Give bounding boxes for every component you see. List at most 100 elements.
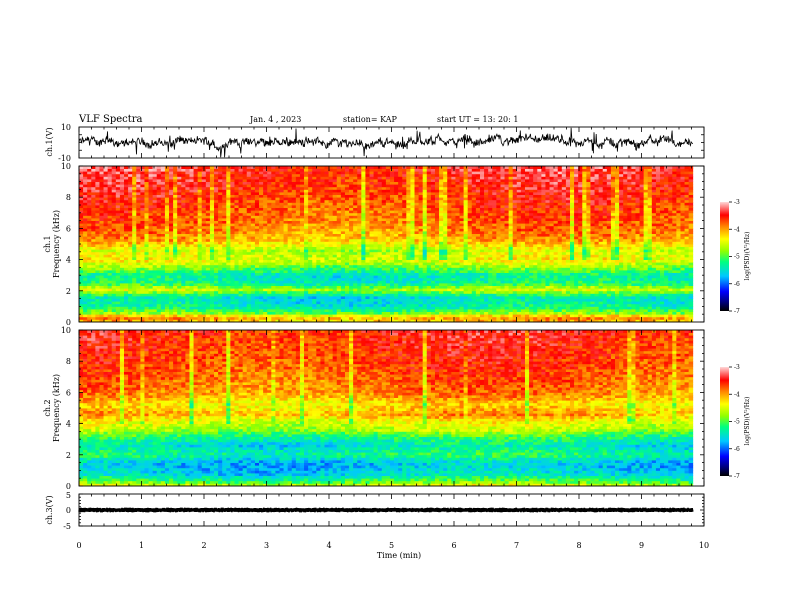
- spectrogram-cell: [381, 262, 387, 266]
- spectrogram-cell: [291, 173, 297, 177]
- spectrogram-cell: [124, 257, 129, 260]
- spectrogram-cell: [402, 189, 407, 193]
- spectrogram-cell: [385, 238, 391, 242]
- spectrogram-cell: [119, 241, 125, 245]
- spectrogram-cell: [95, 257, 100, 260]
- spectrogram-cell: [381, 192, 387, 195]
- spectrogram-cell: [222, 306, 227, 310]
- spectrogram-cell: [144, 220, 149, 224]
- spectrogram-cell: [222, 241, 227, 245]
- spectrogram-cell: [152, 298, 158, 302]
- spectrogram-cell: [148, 228, 154, 232]
- spectrogram-cell: [357, 184, 362, 188]
- spectrogram-cell: [271, 220, 276, 224]
- spectrogram-cell: [103, 210, 109, 214]
- spectrogram-cell: [103, 184, 109, 188]
- spectrogram-cell: [152, 270, 158, 273]
- spectrogram-cell: [99, 285, 104, 289]
- spectrogram-cell: [209, 246, 215, 250]
- spectrogram-cell: [324, 205, 329, 208]
- spectrogram-cell: [107, 166, 113, 169]
- spectrogram-cell: [201, 303, 207, 307]
- spectrogram-cell: [320, 205, 325, 208]
- spectrogram-cell: [336, 246, 342, 250]
- spectrogram-cell: [283, 218, 289, 221]
- spectrogram-cell: [304, 186, 309, 190]
- spectrogram-cell: [328, 199, 334, 203]
- spectrogram-cell: [254, 290, 260, 294]
- spectrogram-cell: [226, 197, 231, 201]
- spectrogram-cell: [136, 298, 141, 302]
- spectrogram-cell: [128, 212, 133, 216]
- spectrogram-cell: [369, 272, 374, 276]
- spectrogram-cell: [320, 264, 325, 268]
- spectrogram-cell: [185, 223, 190, 227]
- spectrogram-cell: [320, 168, 325, 172]
- spectrogram-cell: [238, 311, 244, 315]
- spectrogram-cell: [177, 199, 182, 203]
- spectrogram-cell: [193, 194, 199, 198]
- spectrogram-cell: [181, 290, 186, 294]
- spectrogram-cell: [267, 262, 272, 266]
- spectrogram-cell: [214, 228, 219, 232]
- spectrogram-cell: [148, 275, 154, 279]
- spectrogram-cell: [340, 236, 346, 240]
- spectrogram-cell: [144, 231, 149, 234]
- spectrogram-cell: [115, 173, 121, 177]
- spectrogram-cell: [373, 314, 379, 318]
- spectrogram-cell: [226, 277, 231, 281]
- spectrogram-cell: [128, 249, 133, 253]
- spectrogram-cell: [177, 189, 182, 193]
- spectrogram-cell: [209, 303, 215, 307]
- spectrogram-cell: [119, 171, 125, 175]
- spectrogram-cell: [230, 199, 235, 203]
- spectrogram-cell: [160, 319, 166, 323]
- spectrogram-cell: [234, 168, 239, 172]
- spectrogram-cell: [136, 228, 141, 232]
- spectrogram-cell: [238, 290, 244, 294]
- spectrogram-cell: [283, 171, 289, 175]
- spectrogram-cell: [365, 254, 370, 258]
- spectrogram-cell: [291, 215, 297, 219]
- spectrogram-cell: [349, 215, 354, 219]
- spectrogram-cell: [250, 179, 256, 182]
- spectrogram-cell: [226, 186, 231, 190]
- spectrogram-cell: [148, 231, 154, 234]
- spectrogram-cell: [156, 218, 162, 221]
- spectrogram-cell: [275, 254, 280, 258]
- spectrogram-cell: [373, 184, 379, 188]
- spectrogram-cell: [349, 233, 354, 237]
- spectrogram-cell: [385, 298, 391, 302]
- spectrogram-cell: [87, 301, 92, 305]
- spectrogram-cell: [95, 249, 100, 253]
- spectrogram-cell: [394, 296, 399, 299]
- spectrogram-cell: [83, 246, 88, 250]
- spectrogram-cell: [406, 311, 411, 315]
- spectrogram-cell: [189, 179, 194, 182]
- spectrogram-cell: [99, 176, 104, 180]
- spectrogram-cell: [361, 176, 366, 180]
- spectrogram-cell: [332, 194, 338, 198]
- spectrogram-cell: [271, 298, 276, 302]
- spectrogram-cell: [332, 218, 338, 221]
- spectrogram-cell: [308, 176, 313, 180]
- spectrogram-cell: [406, 293, 411, 297]
- spectrogram-cell: [357, 231, 362, 234]
- spectrogram-cell: [279, 212, 284, 216]
- spectrogram-cell: [336, 303, 342, 307]
- spectrogram-cell: [361, 298, 366, 302]
- spectrogram-cell: [205, 218, 211, 221]
- spectrogram-cell: [402, 228, 407, 232]
- spectrogram-cell: [287, 246, 293, 250]
- spectrogram-cell: [87, 238, 92, 242]
- spectrogram-cell: [83, 290, 88, 294]
- spectrogram-cell: [283, 251, 289, 255]
- spectrogram-cell: [263, 280, 268, 284]
- spectrogram-cell: [169, 283, 174, 286]
- spectrogram-cell: [103, 199, 109, 203]
- spectrogram-cell: [164, 283, 170, 286]
- spectrogram-cell: [234, 228, 239, 232]
- spectrogram-cell: [254, 171, 260, 175]
- spectrogram-cell: [140, 166, 145, 169]
